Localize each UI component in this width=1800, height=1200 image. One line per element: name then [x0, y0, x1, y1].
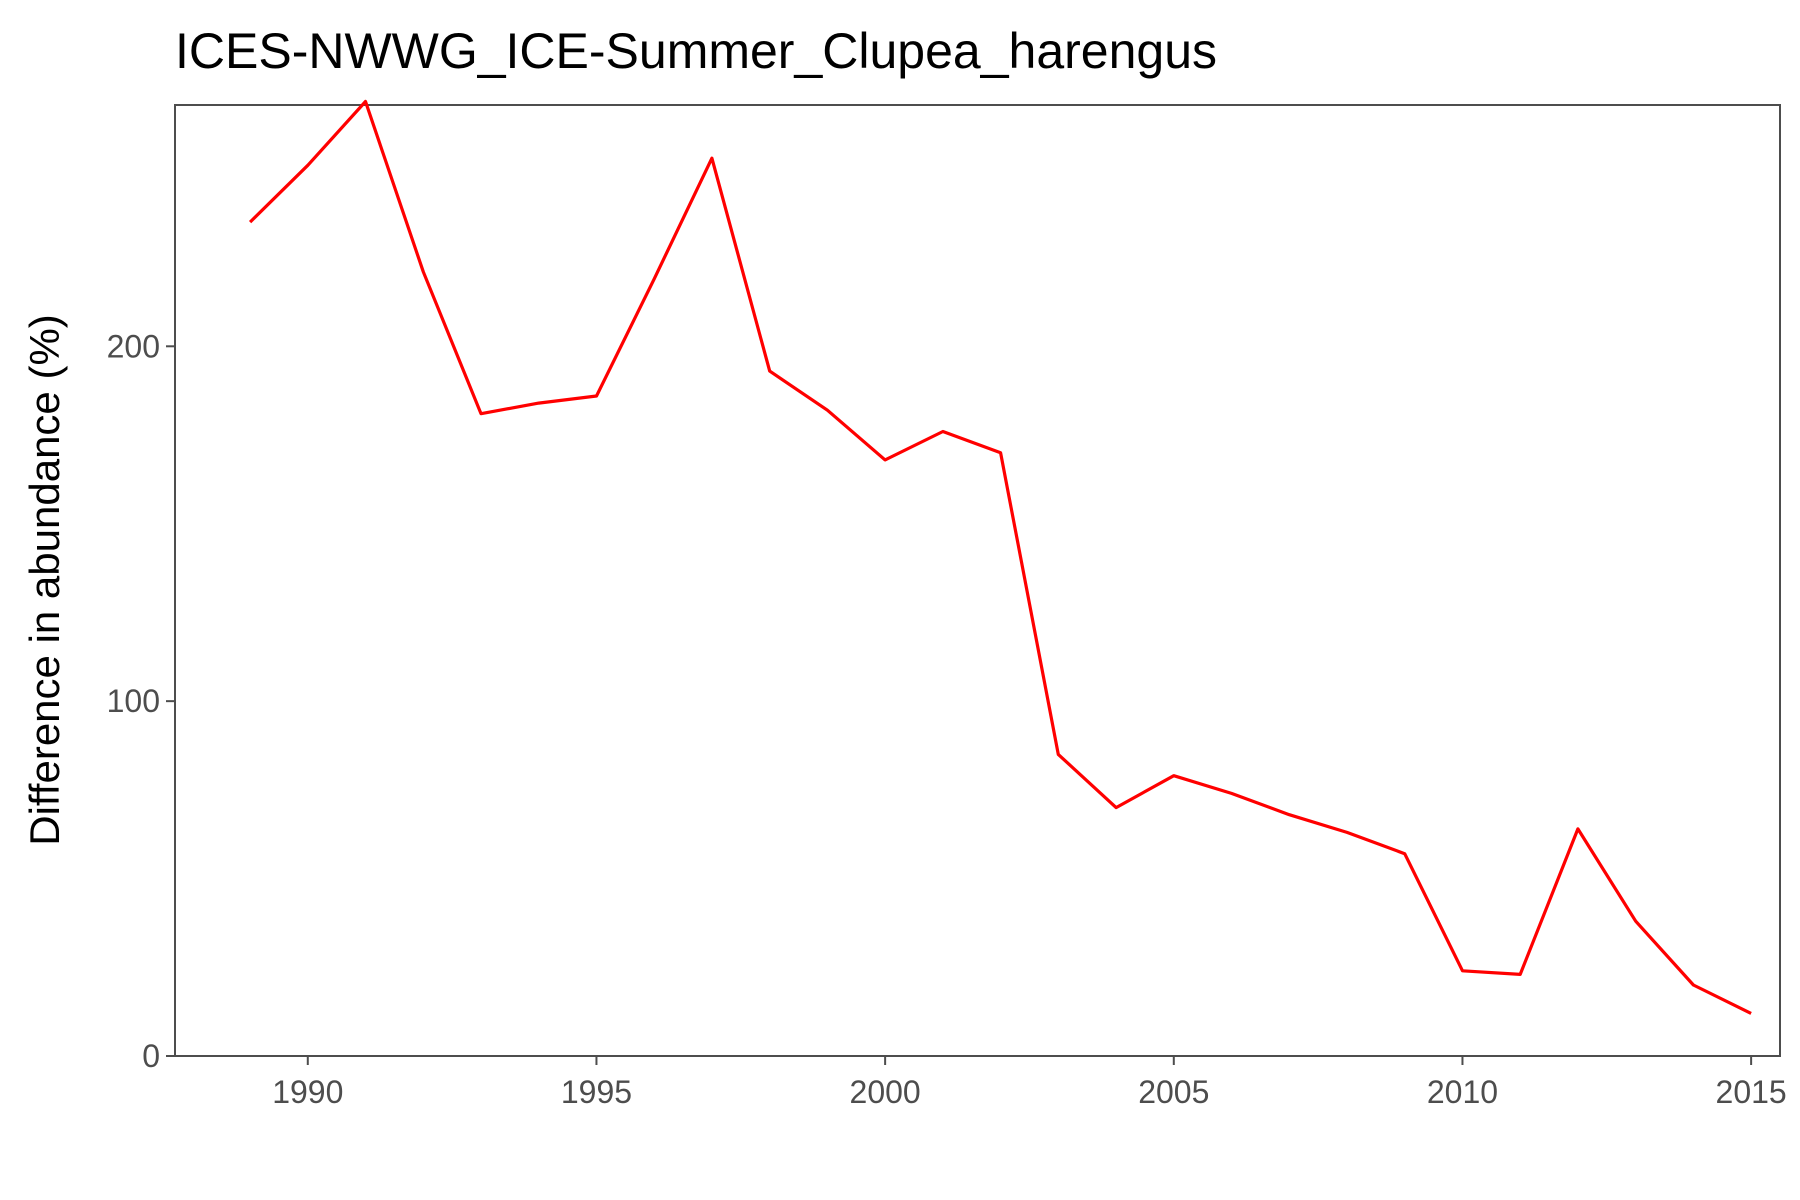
y-tick-label: 0 [142, 1038, 160, 1074]
series-line [248, 99, 1752, 1015]
y-axis-title: Difference in abundance (%) [21, 314, 68, 846]
x-tick-label: 1995 [561, 1074, 632, 1110]
plot-panel [174, 104, 1781, 1057]
chart-title: ICES-NWWG_ICE-Summer_Clupea_harengus [175, 23, 1217, 79]
y-tick-label: 100 [107, 683, 160, 719]
x-axis: 1990 1995 2000 2005 2010 2015 [272, 1056, 1787, 1110]
y-tick-label: 200 [107, 328, 160, 364]
x-tick-label: 2015 [1716, 1074, 1787, 1110]
series-layer [248, 99, 1752, 1015]
x-tick-label: 2005 [1138, 1074, 1209, 1110]
x-tick-label: 2010 [1427, 1074, 1498, 1110]
x-tick-label: 1990 [272, 1074, 343, 1110]
y-axis: 0 100 200 [107, 328, 175, 1074]
x-tick-label: 2000 [850, 1074, 921, 1110]
